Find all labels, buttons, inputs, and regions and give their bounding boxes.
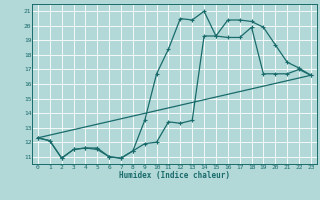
X-axis label: Humidex (Indice chaleur): Humidex (Indice chaleur)	[119, 171, 230, 180]
